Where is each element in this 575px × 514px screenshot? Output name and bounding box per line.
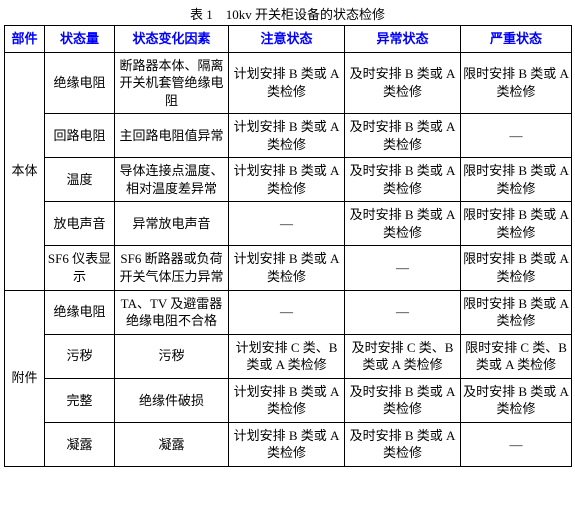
cell-attention: 计划安排 B 类或 A 类检修 [229,246,345,290]
cell-attention: 计划安排 B 类或 A 类检修 [229,422,345,466]
cell-attention: 计划安排 B 类或 A 类检修 [229,52,345,114]
table-row: 完整绝缘件破损计划安排 B 类或 A 类检修及时安排 B 类或 A 类检修及时安… [5,378,572,422]
table-row: 污秽污秽计划安排 C 类、B 类或 A 类检修及时安排 C 类、B 类或 A 类… [5,334,572,378]
cell-attention: — [229,290,345,334]
table-row: 附件绝缘电阻TA、TV 及避雷器绝缘电阻不合格——限时安排 B 类或 A 类检修 [5,290,572,334]
cell-part: 附件 [5,290,45,466]
cell-state_qty: 温度 [45,158,115,202]
cell-severe: — [461,114,572,158]
cell-severe: 限时安排 B 类或 A 类检修 [461,290,572,334]
table-body: 本体绝缘电阻断路器本体、隔离开关机套管绝缘电阻计划安排 B 类或 A 类检修及时… [5,52,572,466]
cell-state_qty: SF6 仪表显示 [45,246,115,290]
cell-state_qty: 回路电阻 [45,114,115,158]
cell-state_qty: 绝缘电阻 [45,290,115,334]
cell-factor: SF6 断路器或负荷开关气体压力异常 [115,246,229,290]
cell-state_qty: 凝露 [45,422,115,466]
table-row: 回路电阻主回路电阻值异常计划安排 B 类或 A 类检修及时安排 B 类或 A 类… [5,114,572,158]
cell-abnormal: 及时安排 C 类、B 类或 A 类检修 [345,334,461,378]
cell-factor: 导体连接点温度、相对温度差异常 [115,158,229,202]
cell-attention: 计划安排 B 类或 A 类检修 [229,378,345,422]
col-header-state-qty: 状态量 [45,26,115,53]
cell-attention: 计划安排 B 类或 A 类检修 [229,158,345,202]
cell-abnormal: 及时安排 B 类或 A 类检修 [345,52,461,114]
cell-attention: — [229,202,345,246]
cell-state_qty: 污秽 [45,334,115,378]
cell-attention: 计划安排 B 类或 A 类检修 [229,114,345,158]
cell-severe: 限时安排 B 类或 A 类检修 [461,246,572,290]
col-header-abnormal: 异常状态 [345,26,461,53]
cell-factor: 污秽 [115,334,229,378]
table-row: 凝露凝露计划安排 B 类或 A 类检修及时安排 B 类或 A 类检修— [5,422,572,466]
cell-factor: 凝露 [115,422,229,466]
cell-severe: 及时安排 B 类或 A 类检修 [461,378,572,422]
table-row: 温度导体连接点温度、相对温度差异常计划安排 B 类或 A 类检修及时安排 B 类… [5,158,572,202]
cell-severe: 限时安排 B 类或 A 类检修 [461,202,572,246]
cell-factor: TA、TV 及避雷器绝缘电阻不合格 [115,290,229,334]
cell-severe: 限时安排 B 类或 A 类检修 [461,158,572,202]
status-repair-table: 部件 状态量 状态变化因素 注意状态 异常状态 严重状态 本体绝缘电阻断路器本体… [4,25,572,467]
table-header-row: 部件 状态量 状态变化因素 注意状态 异常状态 严重状态 [5,26,572,53]
col-header-attention: 注意状态 [229,26,345,53]
col-header-part: 部件 [5,26,45,53]
cell-abnormal: 及时安排 B 类或 A 类检修 [345,422,461,466]
cell-severe: 限时安排 C 类、B 类或 A 类检修 [461,334,572,378]
cell-abnormal: — [345,290,461,334]
table-row: 本体绝缘电阻断路器本体、隔离开关机套管绝缘电阻计划安排 B 类或 A 类检修及时… [5,52,572,114]
table-caption: 表 1 10kv 开关柜设备的状态检修 [4,4,571,23]
cell-abnormal: 及时安排 B 类或 A 类检修 [345,202,461,246]
cell-factor: 主回路电阻值异常 [115,114,229,158]
cell-factor: 绝缘件破损 [115,378,229,422]
cell-state_qty: 完整 [45,378,115,422]
col-header-factor: 状态变化因素 [115,26,229,53]
table-row: SF6 仪表显示SF6 断路器或负荷开关气体压力异常计划安排 B 类或 A 类检… [5,246,572,290]
cell-abnormal: — [345,246,461,290]
cell-factor: 异常放电声音 [115,202,229,246]
cell-part: 本体 [5,52,45,290]
cell-abnormal: 及时安排 B 类或 A 类检修 [345,158,461,202]
cell-severe: 限时安排 B 类或 A 类检修 [461,52,572,114]
cell-attention: 计划安排 C 类、B 类或 A 类检修 [229,334,345,378]
table-row: 放电声音异常放电声音—及时安排 B 类或 A 类检修限时安排 B 类或 A 类检… [5,202,572,246]
cell-factor: 断路器本体、隔离开关机套管绝缘电阻 [115,52,229,114]
cell-severe: — [461,422,572,466]
cell-abnormal: 及时安排 B 类或 A 类检修 [345,114,461,158]
cell-state_qty: 放电声音 [45,202,115,246]
col-header-severe: 严重状态 [461,26,572,53]
cell-abnormal: 及时安排 B 类或 A 类检修 [345,378,461,422]
cell-state_qty: 绝缘电阻 [45,52,115,114]
